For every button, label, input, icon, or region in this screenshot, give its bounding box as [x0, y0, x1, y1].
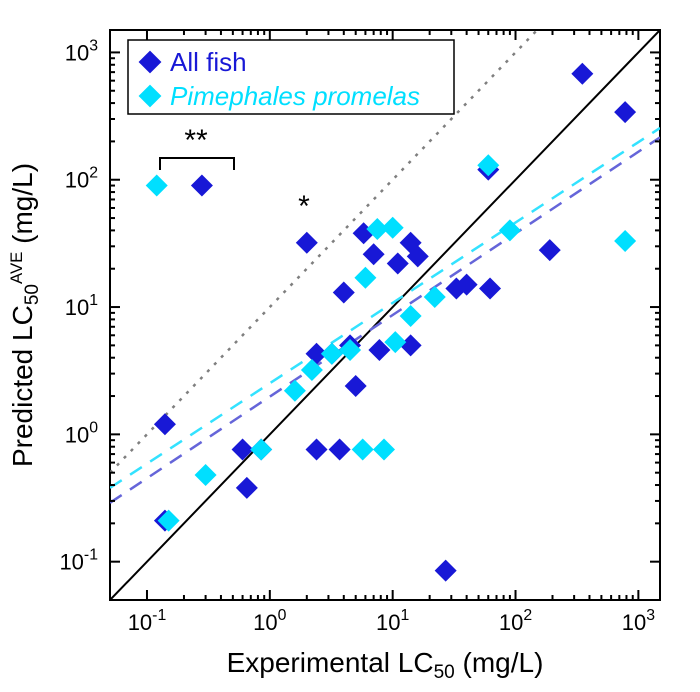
legend-label: Pimephales promelas	[170, 81, 420, 111]
line-fit-pimephales	[110, 128, 660, 488]
point	[363, 243, 385, 265]
y-tick-label: 100	[65, 419, 98, 447]
legend: All fish Pimephales promelas	[128, 40, 454, 114]
point	[250, 439, 272, 461]
point	[352, 439, 374, 461]
point	[354, 267, 376, 289]
legend-label: All fish	[170, 47, 247, 77]
point	[306, 439, 328, 461]
line-identity	[110, 30, 660, 600]
point	[424, 286, 446, 308]
point	[614, 230, 636, 252]
annotation-bracket	[160, 158, 234, 170]
x-tick-label: 10-1	[128, 607, 167, 635]
annotation-star: *	[298, 190, 310, 223]
point	[236, 477, 258, 499]
point	[158, 510, 180, 532]
x-axis-label: Experimental LC50 (mg/L)	[227, 647, 544, 683]
x-tick-label: 103	[622, 607, 655, 635]
point	[435, 560, 457, 582]
y-tick-label: 103	[65, 37, 98, 65]
point	[284, 380, 306, 402]
point	[345, 375, 367, 397]
point	[479, 277, 501, 299]
scatter-points	[146, 63, 636, 582]
y-tick-label: 10-1	[59, 547, 98, 575]
point	[387, 252, 409, 274]
annotation-star: **	[184, 124, 208, 157]
y-axis-label: Predicted LC50AVE (mg/L)	[7, 163, 43, 467]
point	[382, 217, 404, 239]
point	[571, 63, 593, 85]
axis-ticks: 10-1 100 101 102 103 10-1 100 101 102 103	[59, 30, 660, 635]
point	[146, 175, 168, 197]
point	[154, 413, 176, 435]
scatter-chart: 10-1 100 101 102 103 10-1 100 101 102 103 Experime…	[0, 0, 700, 692]
point	[191, 175, 213, 197]
point	[333, 282, 355, 304]
y-tick-label: 102	[65, 165, 98, 193]
point	[329, 439, 351, 461]
x-tick-label: 101	[376, 607, 409, 635]
point	[539, 239, 561, 261]
y-tick-label: 101	[65, 292, 98, 320]
x-tick-label: 100	[253, 607, 286, 635]
point	[296, 232, 318, 254]
point	[195, 464, 217, 486]
point	[499, 219, 521, 241]
point	[400, 305, 422, 327]
point	[614, 101, 636, 123]
trend-lines	[110, 30, 660, 600]
x-tick-label: 102	[499, 607, 532, 635]
point	[373, 439, 395, 461]
